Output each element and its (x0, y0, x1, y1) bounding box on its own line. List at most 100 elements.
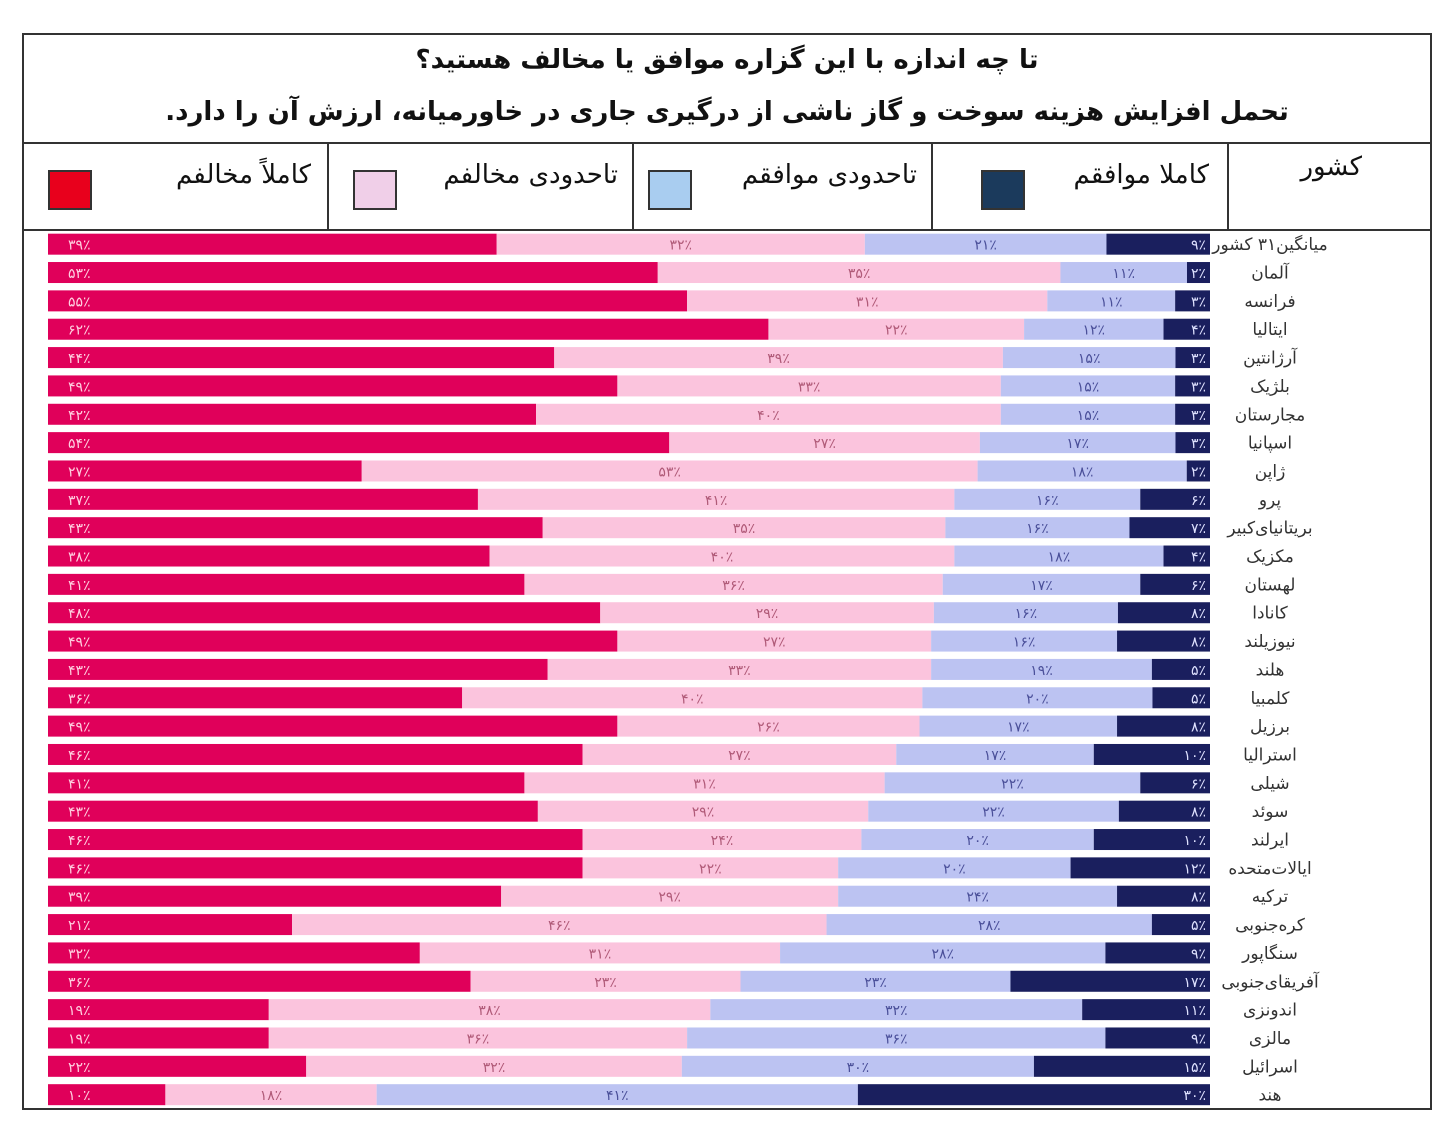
bar-somewhat-disagree (292, 914, 827, 936)
data-label-somewhat-disagree: ۲۲٪ (699, 861, 722, 877)
bar-somewhat-agree (979, 432, 1176, 454)
data-label-strongly-agree: ۱۰٪ (1183, 748, 1206, 764)
data-label-strongly-agree: ۱۲٪ (1183, 861, 1206, 877)
bar-somewhat-disagree (617, 715, 920, 737)
bar-strongly-agree (1082, 999, 1210, 1021)
data-label-somewhat-agree: ۱۵٪ (1077, 408, 1100, 424)
data-label-strongly-disagree: ۱۰٪ (68, 1088, 91, 1104)
country-label: لهستان (1245, 575, 1296, 595)
bar-strongly-disagree (48, 460, 362, 482)
bar-somewhat-agree (780, 942, 1106, 964)
bar-somewhat-agree (838, 885, 1118, 907)
data-label-somewhat-agree: ۱۱٪ (1100, 294, 1123, 310)
data-label-strongly-agree: ۳٪ (1191, 436, 1206, 452)
data-label-strongly-agree: ۲٪ (1191, 464, 1206, 480)
data-label-somewhat-disagree: ۳۶٪ (467, 1031, 490, 1047)
bar-strongly-agree (1070, 857, 1210, 879)
data-label-somewhat-agree: ۲۴٪ (966, 890, 989, 906)
bar-somewhat-disagree (768, 318, 1025, 340)
bar-strongly-agree (1118, 800, 1210, 822)
bar-strongly-agree (1140, 488, 1210, 510)
data-label-strongly-agree: ۲٪ (1191, 266, 1206, 282)
data-label-somewhat-disagree: ۵۳٪ (658, 464, 681, 480)
legend-swatch-strongly-disagree (48, 170, 92, 210)
data-label-somewhat-agree: ۲۸٪ (978, 918, 1001, 934)
country-label: سنگاپور (1241, 943, 1298, 964)
bar-somewhat-disagree (462, 687, 923, 709)
data-label-somewhat-agree: ۱۷٪ (984, 748, 1007, 764)
data-label-somewhat-disagree: ۳۶٪ (722, 578, 745, 594)
country-label: استرالیا (1243, 745, 1297, 765)
data-label-somewhat-agree: ۲۸٪ (931, 946, 954, 962)
data-label-strongly-disagree: ۵۵٪ (68, 294, 91, 310)
bar-strongly-disagree (48, 262, 658, 284)
data-label-strongly-agree: ۸٪ (1191, 606, 1206, 622)
bar-somewhat-agree (1002, 347, 1176, 369)
data-label-strongly-disagree: ۴۹٪ (68, 379, 91, 395)
data-label-somewhat-agree: ۲۱٪ (974, 238, 997, 254)
data-label-strongly-agree: ۹٪ (1191, 946, 1206, 962)
bar-somewhat-disagree (524, 573, 943, 595)
data-label-somewhat-agree: ۲۳٪ (864, 975, 887, 991)
country-label: ایالات‌متحده (1228, 859, 1311, 879)
bar-strongly-disagree (48, 573, 525, 595)
data-label-somewhat-disagree: ۴۱٪ (705, 493, 728, 509)
data-label-strongly-disagree: ۳۹٪ (68, 890, 91, 906)
bar-strongly-disagree (48, 1055, 307, 1077)
data-label-somewhat-disagree: ۱۸٪ (260, 1088, 283, 1104)
data-label-somewhat-agree: ۴۱٪ (606, 1088, 629, 1104)
data-label-strongly-agree: ۴٪ (1191, 550, 1206, 566)
data-label-somewhat-agree: ۲۰٪ (943, 861, 966, 877)
data-label-somewhat-disagree: ۳۵٪ (848, 266, 871, 282)
data-label-strongly-agree: ۵٪ (1191, 663, 1206, 679)
country-label: کلمبیا (1251, 689, 1291, 709)
country-column-header: کشور (1300, 152, 1362, 182)
bar-strongly-disagree (48, 630, 618, 652)
bar-strongly-disagree (48, 403, 537, 425)
data-label-strongly-disagree: ۱۹٪ (68, 1031, 91, 1047)
bar-strongly-disagree (48, 1084, 166, 1106)
bar-somewhat-disagree (361, 460, 978, 482)
bar-somewhat-agree (1000, 403, 1176, 425)
data-label-somewhat-agree: ۲۰٪ (1026, 691, 1049, 707)
bar-somewhat-agree (977, 460, 1187, 482)
bar-somewhat-agree (868, 800, 1119, 822)
bar-strongly-agree (1117, 885, 1210, 907)
legend-label-strongly-disagree: کاملاً مخالفم (175, 160, 311, 190)
country-label: مجارستان (1235, 405, 1306, 425)
data-label-somewhat-agree: ۱۵٪ (1077, 379, 1100, 395)
bar-somewhat-disagree (687, 290, 1048, 312)
data-label-somewhat-disagree: ۲۷٪ (763, 635, 786, 651)
data-label-strongly-disagree: ۳۸٪ (68, 550, 91, 566)
bar-strongly-agree (1175, 403, 1210, 425)
bar-strongly-disagree (48, 800, 538, 822)
legend-cell-somewhat-disagree: تاحدودی مخالفم (327, 142, 632, 229)
data-label-strongly-disagree: ۴۶٪ (68, 861, 91, 877)
country-label: پرو (1258, 490, 1282, 510)
data-label-somewhat-disagree: ۲۹٪ (692, 805, 715, 821)
bar-strongly-agree (1140, 772, 1210, 794)
bar-somewhat-disagree (669, 432, 980, 454)
data-label-strongly-disagree: ۴۶٪ (68, 748, 91, 764)
data-label-somewhat-disagree: ۳۱٪ (856, 294, 879, 310)
bar-strongly-agree (1010, 970, 1210, 992)
legend-label-somewhat-agree: تاحدودی موافقم (741, 160, 917, 190)
data-label-strongly-disagree: ۵۴٪ (68, 436, 91, 452)
data-label-somewhat-agree: ۱۷٪ (1030, 578, 1053, 594)
data-label-somewhat-agree: ۱۲٪ (1083, 323, 1106, 339)
data-label-somewhat-disagree: ۲۷٪ (813, 436, 836, 452)
bar-somewhat-disagree (268, 1027, 688, 1049)
data-label-strongly-disagree: ۳۷٪ (68, 493, 91, 509)
data-label-somewhat-disagree: ۳۵٪ (733, 521, 756, 537)
country-label: کانادا (1252, 604, 1288, 624)
bar-strongly-disagree (48, 432, 670, 454)
bar-strongly-disagree (48, 290, 688, 312)
bar-strongly-agree (1175, 347, 1210, 369)
bar-somewhat-agree (838, 857, 1071, 879)
bar-somewhat-disagree (582, 857, 839, 879)
country-label: هند (1258, 1086, 1281, 1106)
data-label-somewhat-agree: ۱۷٪ (1007, 720, 1030, 736)
country-label: سوئد (1252, 802, 1289, 822)
data-label-somewhat-agree: ۱۶٪ (1013, 635, 1036, 651)
bar-somewhat-disagree (419, 942, 781, 964)
